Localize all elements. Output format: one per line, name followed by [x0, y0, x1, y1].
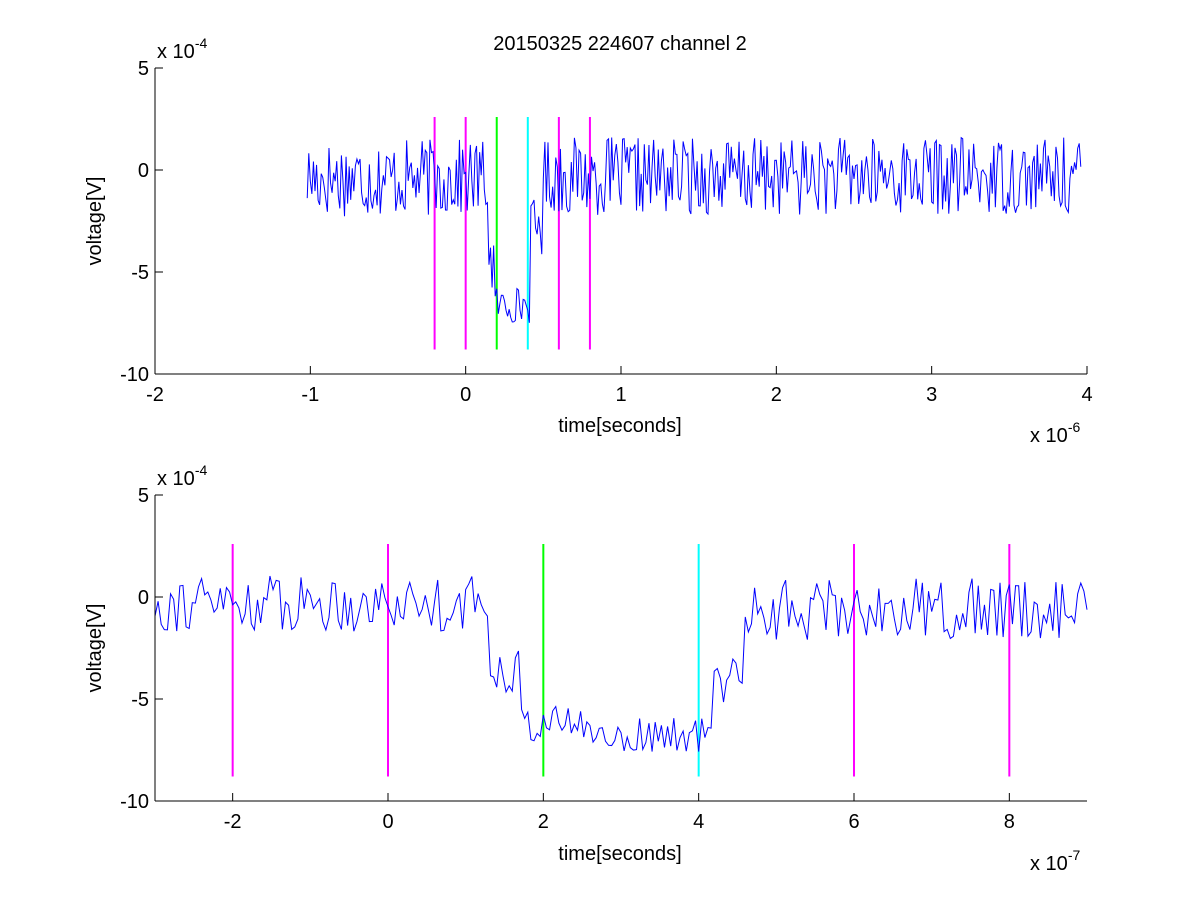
top-y-exponent: x 10-4: [157, 35, 207, 63]
top-plot-area: -2 -1 0 1 2 3 4 -10-505: [120, 58, 1092, 406]
top-x-ticks: -2 -1 0 1 2 3 4: [146, 366, 1093, 406]
top-y-tick-label: -5: [131, 262, 149, 284]
top-plot: 20150325 224607 channel 2 -2 -1 0 1 2 3 4 -10-…: [84, 33, 1093, 447]
top-x-exponent: x 10-6: [1030, 419, 1080, 447]
bottom-plot-area: -2 0 2 4 6 8 -10 -5 0 5: [120, 485, 1088, 833]
top-signal-line: [306, 136, 1082, 323]
bottom-y-label: voltage[V]: [84, 604, 106, 693]
bottom-x-tick-label: 4: [693, 811, 704, 833]
bottom-x-tick-label: 8: [1004, 811, 1015, 833]
bottom-y-ticks: -10 -5 0 5: [120, 485, 163, 813]
bottom-x-tick-label: 6: [848, 811, 859, 833]
top-x-tick-label: -2: [146, 384, 164, 406]
top-y-ticks: -10 -5 0 5: [120, 58, 163, 386]
top-y-tick-label: 5: [138, 58, 149, 80]
bottom-y-exponent: x 10-4: [157, 462, 207, 490]
top-y-tick-label: 0: [138, 160, 149, 182]
bottom-x-tick-label: -2: [224, 811, 242, 833]
top-x-tick-label: 1: [615, 384, 626, 406]
bottom-y-tick-label: 0: [138, 587, 149, 609]
top-x-tick-label: 0: [460, 384, 471, 406]
bottom-plot-axes-box: [155, 495, 1087, 801]
bottom-x-label: time[seconds]: [558, 843, 681, 865]
top-x-tick-label: -1: [301, 384, 319, 406]
bottom-plot: -2 0 2 4 6 8 -10 -5 0 5 time[seconds] voltage[V]…: [84, 462, 1088, 875]
top-x-tick-label: 3: [926, 384, 937, 406]
top-markers: [433, 116, 591, 350]
chart-title: 20150325 224607 channel 2: [493, 33, 747, 55]
top-y-tick-label: -10: [120, 364, 149, 386]
top-x-label: time[seconds]: [558, 415, 681, 437]
bottom-x-ticks: -2 0 2 4 6 8: [224, 793, 1015, 833]
top-x-tick-label: 2: [771, 384, 782, 406]
bottom-y-tick-label: -5: [131, 689, 149, 711]
bottom-markers: [231, 543, 1011, 777]
top-x-tick-label: 4: [1081, 384, 1092, 406]
bottom-x-exponent: x 10-7: [1030, 847, 1080, 875]
bottom-x-tick-label: 2: [538, 811, 549, 833]
bottom-y-tick-label: 5: [138, 485, 149, 507]
top-y-label: voltage[V]: [84, 177, 106, 266]
bottom-y-tick-label: -10: [120, 791, 149, 813]
top-plot-axes-box: [155, 68, 1087, 374]
bottom-x-tick-label: 0: [382, 811, 393, 833]
bottom-signal-line: [154, 575, 1088, 752]
